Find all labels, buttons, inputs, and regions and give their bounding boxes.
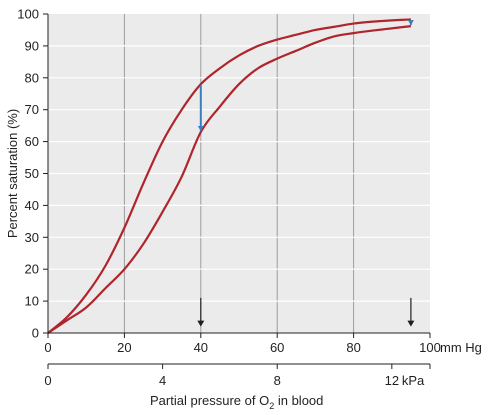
x-tick-label: 20 bbox=[117, 340, 131, 355]
y-tick-label: 30 bbox=[25, 230, 39, 245]
x-tick-label: 0 bbox=[44, 340, 51, 355]
y-tick-label: 0 bbox=[32, 326, 39, 341]
secondary-x-axis: 0 4 8 12 bbox=[44, 363, 431, 388]
x-axis-unit: mm Hg bbox=[440, 340, 482, 355]
secondary-x-tick-label: 12 bbox=[385, 373, 399, 388]
y-tick-label: 90 bbox=[25, 38, 39, 53]
x-tick-label: 40 bbox=[194, 340, 208, 355]
y-axis-label: Percent saturation (%) bbox=[5, 109, 20, 238]
x-axis-label-pre: Partial pressure of O bbox=[150, 393, 269, 408]
x-tick-label: 100 bbox=[419, 340, 441, 355]
series-curve-2 bbox=[47, 25, 412, 334]
grid-lines bbox=[48, 14, 430, 333]
blue-arrow-head bbox=[407, 20, 414, 26]
secondary-x-tick-label: 8 bbox=[274, 373, 281, 388]
black-arrow-head bbox=[197, 320, 205, 327]
blue-arrow-head bbox=[197, 126, 204, 132]
series-curve-1 bbox=[47, 18, 411, 334]
axes bbox=[43, 13, 431, 338]
y-tick-label: 20 bbox=[25, 262, 39, 277]
y-tick-label: 80 bbox=[25, 70, 39, 85]
x-axis-label-sub: 2 bbox=[269, 401, 274, 411]
y-tick-label: 50 bbox=[25, 166, 39, 181]
y-tick-label: 10 bbox=[25, 294, 39, 309]
series-layer bbox=[47, 18, 412, 334]
secondary-x-tick-label: 4 bbox=[159, 373, 166, 388]
y-tick-labels: 0 10 20 30 40 50 60 70 80 90 100 bbox=[17, 7, 39, 341]
y-tick-label: 60 bbox=[25, 134, 39, 149]
y-tick-label: 40 bbox=[25, 198, 39, 213]
x-axis-label-post: in blood bbox=[274, 393, 323, 408]
y-tick-label: 100 bbox=[17, 7, 39, 22]
secondary-x-axis-unit: kPa bbox=[402, 373, 425, 388]
y-tick-label: 70 bbox=[25, 102, 39, 117]
x-tick-labels: 0 20 40 60 80 100 bbox=[44, 340, 440, 355]
marker-layer bbox=[197, 20, 415, 327]
secondary-x-tick-label: 0 bbox=[44, 373, 51, 388]
x-tick-label: 80 bbox=[346, 340, 360, 355]
x-axis-label: Partial pressure of O2 in blood bbox=[150, 393, 323, 411]
x-tick-label: 60 bbox=[270, 340, 284, 355]
black-arrow-head bbox=[407, 320, 415, 327]
